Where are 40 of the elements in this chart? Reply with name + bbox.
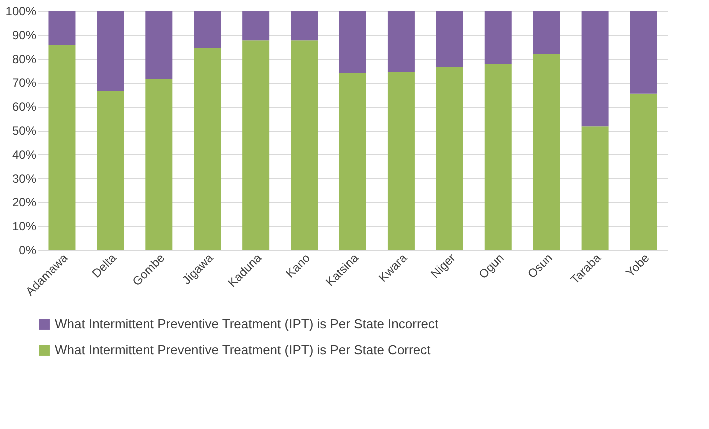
bar xyxy=(388,72,415,250)
bar xyxy=(630,94,658,250)
bar xyxy=(484,11,512,64)
y-tick-label: 80% xyxy=(12,52,37,66)
bar xyxy=(97,91,124,250)
bar xyxy=(291,11,318,41)
y-tick-label: 10% xyxy=(12,220,37,234)
bar xyxy=(388,11,415,72)
bar xyxy=(340,73,366,250)
bar xyxy=(582,11,609,127)
bar xyxy=(340,11,366,74)
bar xyxy=(291,40,318,250)
bar xyxy=(194,11,222,48)
bar xyxy=(533,54,560,250)
bar xyxy=(194,48,222,250)
y-tick-label: 100% xyxy=(6,4,37,18)
bar xyxy=(582,126,609,250)
bar xyxy=(533,11,560,54)
bar xyxy=(146,79,173,250)
bar xyxy=(630,11,658,94)
bar xyxy=(242,40,270,250)
y-tick-label: 50% xyxy=(12,124,37,138)
y-tick-label: 20% xyxy=(12,196,37,210)
bar xyxy=(97,11,124,92)
x-tick-label: Yobe xyxy=(623,250,652,280)
y-tick-label: 90% xyxy=(12,28,37,42)
y-tick-label: 60% xyxy=(12,100,37,114)
bar xyxy=(436,11,464,68)
bar xyxy=(484,64,512,250)
y-tick-label: 0% xyxy=(19,244,37,258)
legend-label: What Intermittent Preventive Treatment (IPT) is Per State Incorrect xyxy=(55,316,440,332)
legend-label: What Intermittent Preventive Treatment (IPT) is Per State Correct xyxy=(55,342,432,358)
bar xyxy=(48,11,76,46)
bar xyxy=(48,45,76,250)
bar xyxy=(146,11,173,80)
y-tick-label: 40% xyxy=(12,148,37,162)
y-tick-label: 30% xyxy=(12,172,37,186)
bar xyxy=(436,67,464,250)
bar xyxy=(242,11,270,41)
y-tick-label: 70% xyxy=(12,76,37,90)
